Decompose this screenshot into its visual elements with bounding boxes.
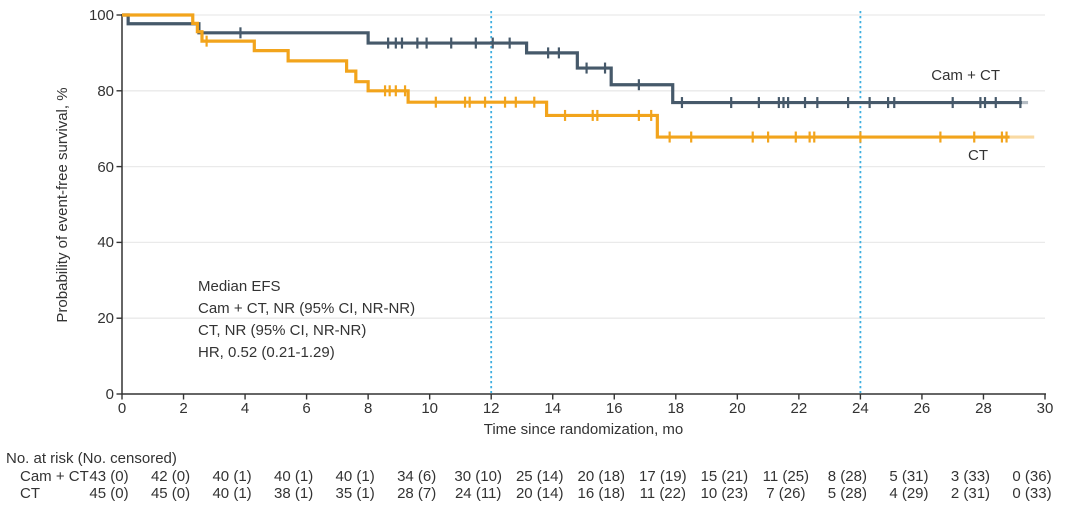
risk-cell: 5 (28)	[827, 485, 867, 502]
risk-cell: 35 (1)	[335, 485, 375, 502]
km-curve-cam-ct	[122, 13, 1022, 105]
x-tick-label: 2	[179, 400, 188, 417]
risk-cell: 17 (19)	[639, 468, 687, 485]
risk-row-label-cam-ct: Cam + CT	[20, 468, 89, 485]
annotation-line-ct: CT, NR (95% CI, NR-NR)	[198, 322, 367, 339]
risk-cell: 38 (1)	[274, 485, 314, 502]
median-efs-annotation: Median EFS Cam + CT, NR (95% CI, NR-NR) …	[198, 276, 415, 364]
x-tick-label: 16	[605, 400, 623, 417]
x-tick-label: 30	[1036, 400, 1054, 417]
risk-cell: 43 (0)	[89, 468, 129, 485]
x-tick-label: 0	[117, 400, 127, 417]
risk-cell: 0 (36)	[1012, 468, 1052, 485]
km-curve-ct	[122, 13, 1010, 139]
risk-cell: 15 (21)	[700, 468, 749, 485]
x-tick-label: 8	[363, 400, 373, 417]
annotation-line-hr: HR, 0.52 (0.21-1.29)	[198, 344, 335, 361]
risk-cell: 20 (18)	[577, 468, 626, 485]
y-tick-label: 60	[97, 158, 114, 176]
risk-cell: 7 (26)	[766, 485, 806, 502]
risk-cell: 28 (7)	[397, 485, 437, 502]
x-tick-label: 10	[421, 400, 438, 417]
risk-cell: 40 (1)	[274, 468, 314, 485]
annotation-line-cam-ct: Cam + CT, NR (95% CI, NR-NR)	[198, 300, 416, 317]
risk-table-header: No. at risk (No. censored)	[6, 450, 177, 467]
risk-cell: 0 (33)	[1012, 485, 1052, 502]
risk-cell: 4 (29)	[889, 485, 929, 502]
risk-cell: 24 (11)	[454, 485, 502, 502]
y-tick-label: 20	[97, 310, 114, 328]
risk-cell: 3 (33)	[950, 468, 991, 485]
risk-cell: 45 (0)	[89, 485, 129, 502]
risk-cell: 40 (1)	[212, 485, 252, 502]
risk-cell: 8 (28)	[827, 468, 867, 485]
risk-row-label-ct: CT	[20, 485, 40, 502]
curve-label-ct: CT	[968, 147, 988, 164]
x-tick-label: 28	[975, 400, 992, 417]
x-tick-label: 24	[852, 400, 869, 417]
risk-cell: 5 (31)	[889, 468, 929, 485]
risk-cell: 20 (14)	[515, 485, 564, 502]
y-tick-label: 40	[97, 234, 114, 252]
y-tick-label: 100	[88, 7, 114, 24]
x-tick-label: 26	[913, 400, 931, 417]
y-tick-label: 80	[97, 82, 114, 100]
x-tick-label: 12	[482, 400, 500, 417]
x-tick-label: 22	[790, 400, 808, 417]
risk-cell: 40 (1)	[212, 468, 252, 485]
risk-cell: 2 (31)	[950, 485, 991, 502]
x-tick-label: 20	[728, 400, 746, 417]
annotation-line-median-efs: Median EFS	[198, 278, 281, 295]
risk-cell: 25 (14)	[515, 468, 564, 485]
risk-cell: 42 (0)	[150, 468, 191, 485]
x-tick-label: 18	[667, 400, 685, 417]
x-tick-label: 14	[544, 400, 562, 417]
x-axis-title: Time since randomization, mo	[483, 421, 684, 438]
risk-cell: 30 (10)	[454, 468, 502, 485]
risk-cell: 11 (25)	[762, 468, 810, 485]
risk-cell: 16 (18)	[577, 485, 626, 502]
y-tick-label: 0	[105, 386, 114, 403]
risk-cell: 10 (23)	[700, 485, 749, 502]
risk-cell: 34 (6)	[397, 468, 437, 485]
risk-cell: 40 (1)	[335, 468, 375, 485]
x-tick-label: 4	[240, 400, 250, 417]
risk-cell: 45 (0)	[150, 485, 191, 502]
curve-label-cam-ct: Cam + CT	[931, 67, 1000, 84]
risk-cell: 11 (22)	[639, 485, 686, 502]
x-tick-label: 6	[302, 400, 311, 417]
